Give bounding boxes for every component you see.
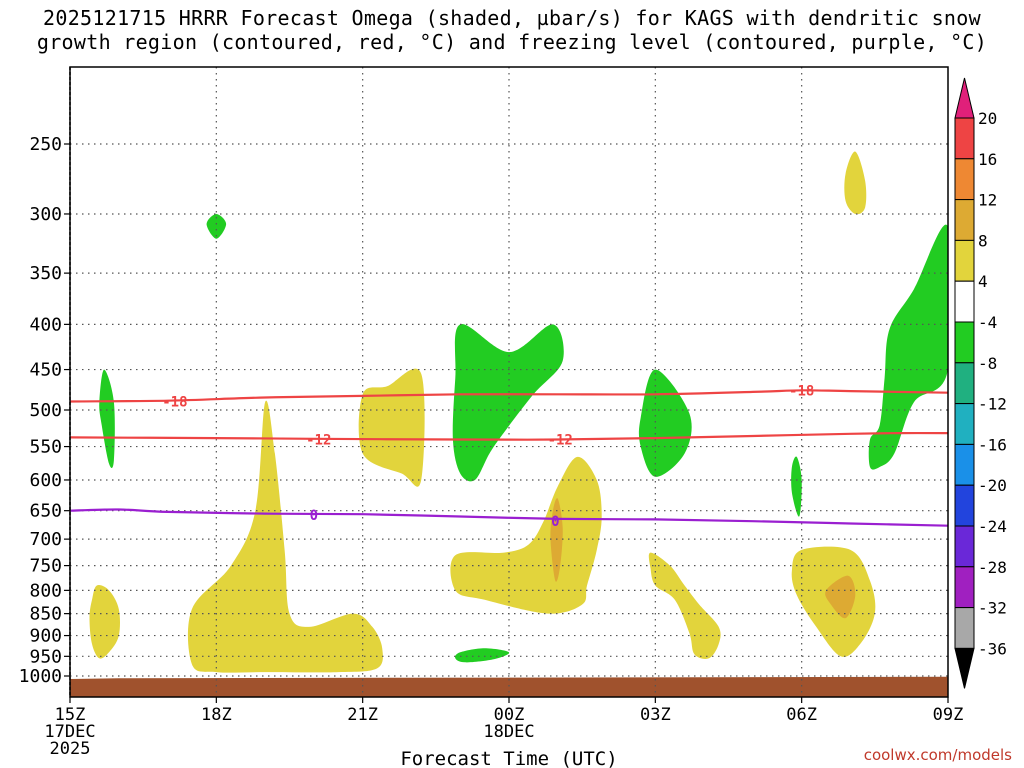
colorbar-bin-16-20 bbox=[954, 117, 975, 160]
colorbar-label--32: -32 bbox=[978, 599, 1007, 618]
y-tick-label-800: 800 bbox=[29, 580, 62, 601]
colorbar-bin-12-16 bbox=[954, 158, 975, 201]
y-tick-label-600: 600 bbox=[29, 470, 62, 491]
colorbar-label--28: -28 bbox=[978, 558, 1007, 577]
contour-line--12 bbox=[70, 431, 948, 441]
contour-label--18-1: -18 bbox=[789, 383, 814, 399]
y-tick-label-350: 350 bbox=[29, 263, 62, 284]
contour-line-0 bbox=[70, 508, 948, 527]
omega-region-9 bbox=[358, 368, 425, 487]
omega-region-1 bbox=[206, 214, 227, 239]
contour-label--18-0: -18 bbox=[162, 394, 187, 410]
colorbar-label-8: 8 bbox=[978, 231, 988, 250]
colorbar-bin--16--12 bbox=[954, 403, 975, 445]
x-tick-label-03Z: 03Z bbox=[640, 705, 671, 725]
contour-line--18 bbox=[70, 389, 948, 403]
omega-region-10 bbox=[450, 456, 602, 614]
omega-region-13 bbox=[844, 151, 867, 215]
y-tick-label-550: 550 bbox=[29, 437, 62, 458]
colorbar-bin--4-4 bbox=[954, 280, 975, 323]
contour-label-0-0: 0 bbox=[310, 508, 318, 524]
y-tick-label-400: 400 bbox=[29, 314, 62, 335]
contour-label-0-1: 0 bbox=[551, 514, 559, 530]
colorbar-label--16: -16 bbox=[978, 435, 1007, 454]
colorbar-bin--8--4 bbox=[954, 321, 975, 364]
y-tick-label-700: 700 bbox=[29, 529, 62, 550]
y-tick-label-500: 500 bbox=[29, 400, 62, 421]
colorbar-bottom-arrow bbox=[954, 647, 975, 689]
x-tick-label-15Z: 15Z bbox=[55, 705, 86, 725]
chart-title: 2025121715 HRRR Forecast Omega (shaded, … bbox=[0, 6, 1024, 54]
x-tick-label-06Z: 06Z bbox=[786, 705, 817, 725]
contour-label--12-0: -12 bbox=[306, 433, 331, 449]
chart-title-line-2: growth region (contoured, red, °C) and f… bbox=[36, 30, 988, 54]
colorbar-label--12: -12 bbox=[978, 395, 1007, 414]
chart-title-line-1: 2025121715 HRRR Forecast Omega (shaded, … bbox=[43, 6, 981, 30]
x-tick-year-15Z: 2025 bbox=[50, 739, 91, 759]
y-tick-label-250: 250 bbox=[29, 134, 62, 155]
y-tick-label-450: 450 bbox=[29, 360, 62, 381]
y-tick-label-750: 750 bbox=[29, 556, 62, 577]
y-tick-label-850: 850 bbox=[29, 604, 62, 625]
y-tick-label-1000: 1000 bbox=[19, 666, 62, 687]
colorbar-bin-8-12 bbox=[954, 199, 975, 241]
contour-label--12-1: -12 bbox=[548, 433, 573, 449]
colorbar-label--20: -20 bbox=[978, 476, 1007, 495]
x-tick-date-15Z: 17DEC bbox=[44, 722, 95, 742]
colorbar-bin--36--32 bbox=[954, 607, 975, 649]
omega-region-5 bbox=[868, 224, 948, 470]
x-tick-label-09Z: 09Z bbox=[933, 705, 964, 725]
x-tick-label-00Z: 00Z bbox=[494, 705, 525, 725]
colorbar-bin--12--8 bbox=[954, 362, 975, 405]
colorbar-bin--24--20 bbox=[954, 484, 975, 527]
omega-region-8 bbox=[187, 400, 383, 673]
colorbar-bin-4-8 bbox=[954, 239, 975, 282]
x-axis-label: Forecast Time (UTC) bbox=[400, 748, 617, 768]
colorbar-bin--20--16 bbox=[954, 443, 975, 486]
omega-region-2 bbox=[452, 324, 564, 482]
omega-region-7 bbox=[89, 585, 120, 659]
x-tick-label-21Z: 21Z bbox=[347, 705, 378, 725]
y-tick-label-650: 650 bbox=[29, 501, 62, 522]
y-tick-label-900: 900 bbox=[29, 626, 62, 647]
colorbar-label--24: -24 bbox=[978, 517, 1007, 536]
omega-region-15 bbox=[825, 575, 856, 619]
colorbar-bin--28--24 bbox=[954, 525, 975, 568]
x-tick-label-18Z: 18Z bbox=[201, 705, 232, 725]
colorbar-label-4: 4 bbox=[978, 272, 988, 291]
colorbar-label--8: -8 bbox=[978, 354, 997, 373]
colorbar-label-20: 20 bbox=[978, 109, 997, 128]
colorbar-label-16: 16 bbox=[978, 150, 997, 169]
colorbar-label--36: -36 bbox=[978, 639, 1007, 658]
x-tick-date-00Z: 18DEC bbox=[483, 722, 534, 742]
omega-region-0 bbox=[99, 369, 115, 469]
site-credit[interactable]: coolwx.com/models bbox=[863, 746, 1012, 764]
omega-region-6 bbox=[455, 648, 510, 663]
y-tick-label-950: 950 bbox=[29, 646, 62, 667]
ground-surface bbox=[70, 676, 948, 697]
colorbar-top-arrow bbox=[954, 77, 975, 119]
omega-region-3 bbox=[638, 369, 692, 477]
y-tick-label-300: 300 bbox=[29, 204, 62, 225]
omega-region-4 bbox=[791, 456, 802, 517]
colorbar-label--4: -4 bbox=[978, 313, 997, 332]
colorbar-bin--32--28 bbox=[954, 566, 975, 609]
omega-region-11 bbox=[648, 552, 721, 659]
colorbar-label-12: 12 bbox=[978, 191, 997, 210]
